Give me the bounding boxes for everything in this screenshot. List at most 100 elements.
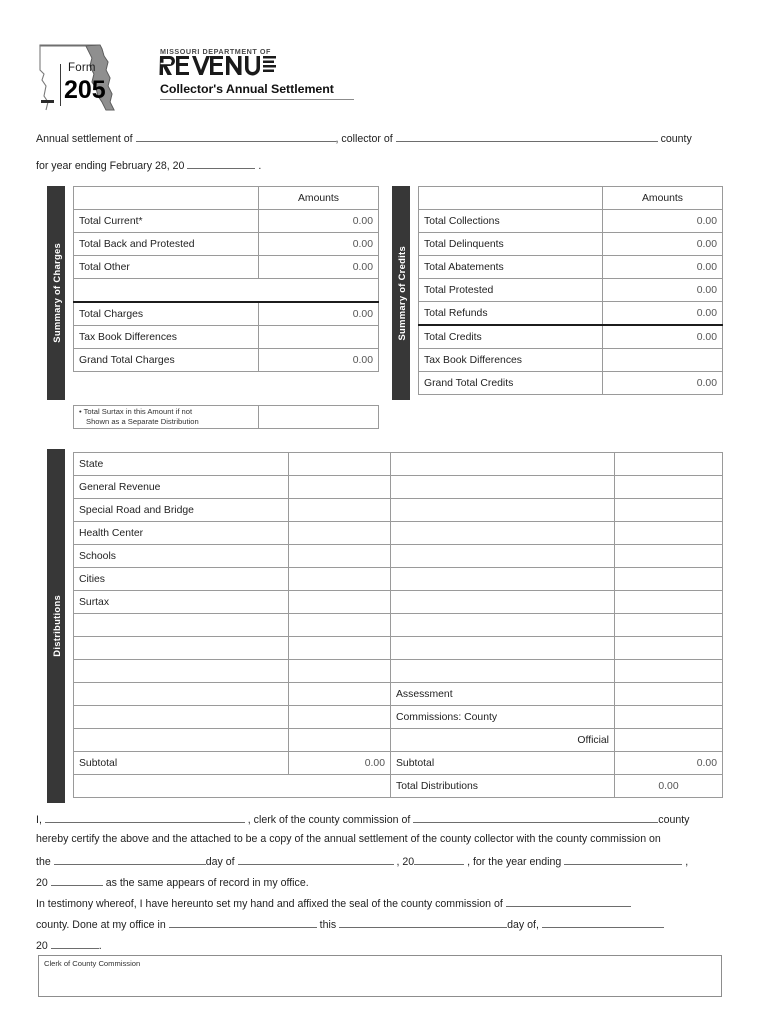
dist-row-amount-11[interactable] xyxy=(288,705,391,729)
credits-row-label-2: Total Abatements xyxy=(418,255,603,279)
dist-row-amount2-3[interactable] xyxy=(614,521,723,545)
cert-testimony-label: In testimony whereof, I have hereunto se… xyxy=(36,898,503,910)
dist-row-amount-1[interactable] xyxy=(288,475,391,499)
county-name-blank[interactable] xyxy=(395,131,658,142)
cert-year2-blank[interactable] xyxy=(50,875,103,886)
dist-row-label-5: Cities xyxy=(73,567,289,591)
charges-total-amount-0[interactable]: 0.00 xyxy=(258,301,379,326)
department-line: MISSOURI DEPARTMENT OF xyxy=(160,47,271,56)
clerk-signature-box[interactable]: Clerk of County Commission xyxy=(38,955,722,997)
cert-seal-county-blank[interactable] xyxy=(505,896,631,907)
assessment-label: Assessment xyxy=(390,682,615,706)
commissions-official-label: Official xyxy=(390,728,615,752)
credits-row-label-3: Total Protested xyxy=(418,278,603,302)
cert-office-blank[interactable] xyxy=(168,917,317,928)
dist-row-amount-7[interactable] xyxy=(288,613,391,637)
credits-row-amount-3[interactable]: 0.00 xyxy=(602,278,723,302)
collector-of-label: , collector of xyxy=(335,133,393,145)
dist-row-amount-10[interactable] xyxy=(288,682,391,706)
credits-header-blank xyxy=(418,186,603,210)
table-row: Total Collections 0.00 xyxy=(418,209,723,233)
surtax-note-line1: • Total Surtax in this Amount if not xyxy=(79,407,193,416)
dist-row-label-10[interactable] xyxy=(73,682,289,706)
dist-row-label-9[interactable] xyxy=(73,659,289,683)
clerk-signature-caption: Clerk of County Commission xyxy=(44,959,141,968)
charges-row-amount-2[interactable]: 0.00 xyxy=(258,255,379,279)
dist-row-amount-12[interactable] xyxy=(288,728,391,752)
dist-row-amount2-8[interactable] xyxy=(614,636,723,660)
charges-total-amount-1[interactable] xyxy=(258,325,379,349)
table-row: Assessment xyxy=(73,682,723,706)
table-row: State xyxy=(73,452,723,476)
assessment-amount[interactable] xyxy=(614,682,723,706)
table-row: Total Charges 0.00 xyxy=(73,301,379,326)
dist-row-amount-9[interactable] xyxy=(288,659,391,683)
credits-row-label-1: Total Delinquents xyxy=(418,232,603,256)
credits-row-amount-1[interactable]: 0.00 xyxy=(602,232,723,256)
cert-this-day-blank[interactable] xyxy=(339,917,508,928)
dist-row-amount2-6[interactable] xyxy=(614,590,723,614)
grand-total-charges-amount[interactable]: 0.00 xyxy=(258,348,379,372)
credits-row-amount-4[interactable]: 0.00 xyxy=(602,301,723,326)
dist-row-label2-7[interactable] xyxy=(390,613,615,637)
cert-month-blank[interactable] xyxy=(237,854,394,865)
table-row xyxy=(73,659,723,683)
dist-row-amount-3[interactable] xyxy=(288,521,391,545)
cert-line-2: hereby certify the above and the attache… xyxy=(36,833,661,845)
credits-row-amount-6[interactable] xyxy=(602,348,723,372)
table-row: Surtax xyxy=(73,590,723,614)
dist-row-amount-0[interactable] xyxy=(288,452,391,476)
summary-of-charges-tab: Summary of Charges xyxy=(47,186,65,400)
dist-row-amount2-1[interactable] xyxy=(614,475,723,499)
year-ending-period: . xyxy=(258,160,262,172)
clerk-name-blank[interactable] xyxy=(44,812,245,823)
dist-row-label-4: Schools xyxy=(73,544,289,568)
dist-row-label-8[interactable] xyxy=(73,636,289,660)
cert-office-label: county. Done at my office in xyxy=(36,919,166,931)
dist-row-amount2-5[interactable] xyxy=(614,567,723,591)
credits-row-label-6: Tax Book Differences xyxy=(418,348,603,372)
table-row: Schools xyxy=(73,544,723,568)
dist-row-amount-8[interactable] xyxy=(288,636,391,660)
dist-row-label2-8[interactable] xyxy=(390,636,615,660)
year-ending-blank[interactable] xyxy=(187,158,256,169)
dist-row-amount-4[interactable] xyxy=(288,544,391,568)
dist-row-amount-2[interactable] xyxy=(288,498,391,522)
credits-row-amount-5[interactable]: 0.00 xyxy=(602,324,723,349)
cert-county-blank[interactable] xyxy=(413,812,659,823)
cert-yearending-blank[interactable] xyxy=(564,854,683,865)
charges-row-amount-0[interactable]: 0.00 xyxy=(258,209,379,233)
dist-row-amount2-7[interactable] xyxy=(614,613,723,637)
cert-year-blank[interactable] xyxy=(414,854,465,865)
total-distributions-amount[interactable]: 0.00 xyxy=(614,774,723,798)
dist-row-amount2-9[interactable] xyxy=(614,659,723,683)
commissions-official-amount[interactable] xyxy=(614,728,723,752)
dist-row-amount2-0[interactable] xyxy=(614,452,723,476)
dist-row-label2-3 xyxy=(390,521,615,545)
cert-line-5: In testimony whereof, I have hereunto se… xyxy=(36,896,631,910)
dist-row-label-11[interactable] xyxy=(73,705,289,729)
dist-row-label2-9[interactable] xyxy=(390,659,615,683)
charges-row-amount-1[interactable]: 0.00 xyxy=(258,232,379,256)
cert-year3-blank[interactable] xyxy=(50,938,99,949)
subtotal-left-amount[interactable]: 0.00 xyxy=(288,751,391,775)
cert-dayof2-blank[interactable] xyxy=(541,917,664,928)
dist-row-label-7[interactable] xyxy=(73,613,289,637)
credits-row-amount-0[interactable]: 0.00 xyxy=(602,209,723,233)
grand-total-credits-amount[interactable]: 0.00 xyxy=(602,371,723,395)
commissions-county-amount[interactable] xyxy=(614,705,723,729)
cert-day-blank[interactable] xyxy=(53,854,206,865)
commissions-county-label: Commissions: County xyxy=(390,705,615,729)
dist-row-amount-6[interactable] xyxy=(288,590,391,614)
form-word-label: Form xyxy=(68,62,96,74)
dist-row-label-3: Health Center xyxy=(73,521,289,545)
charges-open-area[interactable] xyxy=(73,278,379,303)
surtax-note-value[interactable] xyxy=(258,405,379,429)
dist-row-amount2-2[interactable] xyxy=(614,498,723,522)
subtotal-right-amount[interactable]: 0.00 xyxy=(614,751,723,775)
dist-row-amount2-4[interactable] xyxy=(614,544,723,568)
dist-row-label-12[interactable] xyxy=(73,728,289,752)
credits-row-amount-2[interactable]: 0.00 xyxy=(602,255,723,279)
dist-row-amount-5[interactable] xyxy=(288,567,391,591)
collector-name-blank[interactable] xyxy=(135,131,336,142)
